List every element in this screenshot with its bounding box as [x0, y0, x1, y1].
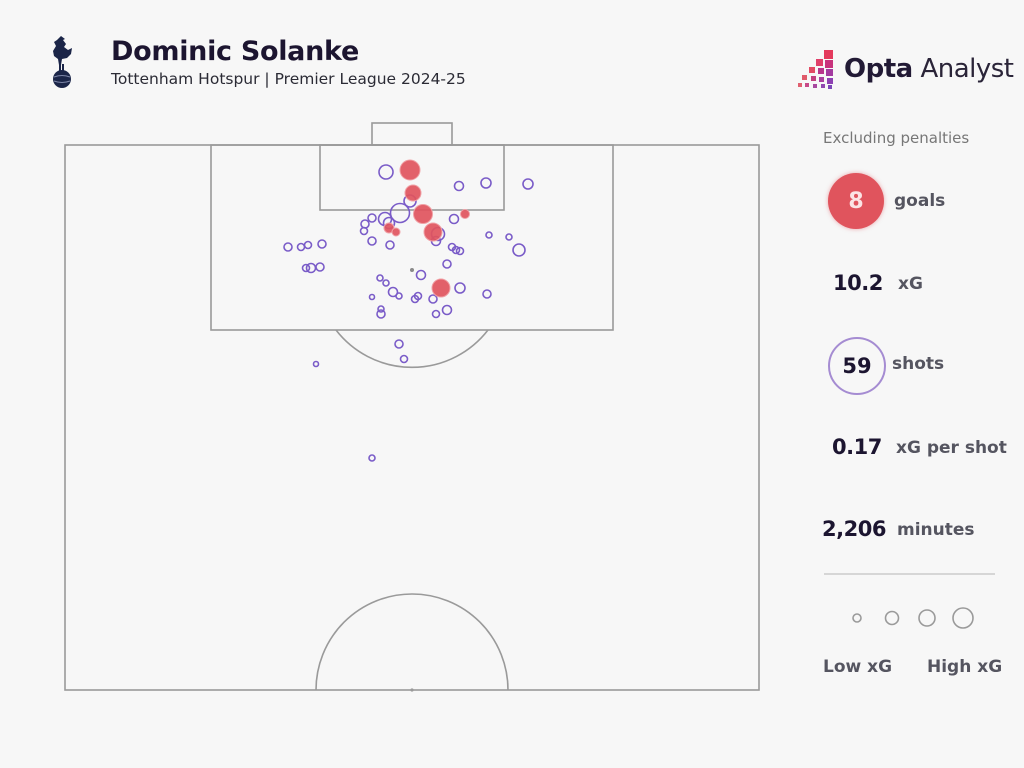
shot-marker	[382, 279, 390, 287]
goals-count-badge: 8	[828, 173, 884, 229]
goal-marker	[431, 278, 451, 298]
goal-marker	[404, 184, 422, 202]
shots-label: shots	[892, 354, 945, 374]
center-circle-half	[315, 593, 509, 691]
shot-marker	[315, 262, 325, 272]
legend-circle-xs-icon	[852, 613, 862, 623]
shot-marker	[296, 242, 306, 252]
shot-marker	[448, 213, 460, 225]
shot-marker	[301, 263, 311, 273]
xg-size-legend	[852, 607, 974, 629]
legend-circle-md-icon	[918, 609, 936, 627]
shot-marker	[522, 178, 534, 190]
brand-name: Opta Analyst	[844, 54, 1014, 84]
shot-marker	[453, 180, 465, 192]
minutes-stat: 2,206 minutes	[800, 516, 1024, 576]
legend-low-xg: Low xG	[823, 657, 893, 677]
shot-marker	[303, 240, 313, 250]
goal-marker	[399, 159, 421, 181]
minutes-value: 2,206	[822, 517, 886, 541]
goal-marker	[413, 204, 433, 224]
xg-per-shot-stat: 0.17 xG per shot	[800, 434, 1024, 494]
shot-marker	[377, 305, 385, 313]
legend-high-xg: High xG	[927, 657, 1003, 677]
shot-marker	[360, 219, 370, 229]
xg-per-shot-value: 0.17	[832, 435, 882, 459]
pitch-outline	[64, 144, 760, 691]
xg-stat: 10.2 xG	[800, 270, 1024, 330]
shot-marker	[312, 360, 320, 368]
shot-marker	[415, 269, 427, 281]
goal-marker	[391, 227, 401, 237]
legend-circle-sm-icon	[884, 610, 900, 626]
panel-divider	[824, 573, 995, 575]
shots-layer	[283, 164, 534, 462]
shot-marker	[431, 309, 441, 319]
shot-marker	[480, 177, 492, 189]
brand-name-bold: Opta	[844, 54, 913, 84]
shots-count-badge: 59	[828, 337, 886, 395]
shot-marker	[482, 289, 492, 299]
shot-marker	[454, 282, 466, 294]
shot-marker	[359, 226, 369, 236]
excluding-penalties-note: Excluding penalties	[823, 129, 970, 147]
shot-marker	[455, 246, 465, 256]
opta-analyst-logo: Opta Analyst	[798, 48, 1014, 90]
shot-marker	[395, 292, 403, 300]
shot-marker	[367, 213, 377, 223]
xg-legend-labels: Low xG High xG	[800, 657, 1024, 681]
six-yard-box	[319, 144, 505, 211]
shot-marker	[368, 293, 376, 301]
goals-stat: 8 goals	[800, 173, 1024, 233]
goal-marker	[460, 209, 470, 219]
stats-panel: Excluding penalties 8 goals 10.2 xG 59 s…	[800, 110, 1024, 768]
goals-label: goals	[894, 191, 946, 211]
minutes-label: minutes	[897, 520, 975, 540]
goal	[371, 122, 453, 146]
center-spot	[410, 688, 414, 692]
shot-marker	[387, 286, 399, 298]
penalty-arc	[335, 329, 489, 369]
shot-marker	[283, 242, 293, 252]
shot-marker	[376, 274, 384, 282]
xg-value: 10.2	[833, 271, 883, 295]
xg-per-shot-label: xG per shot	[896, 438, 1007, 458]
shot-marker	[512, 243, 526, 257]
shot-marker	[305, 262, 317, 274]
xg-label: xG	[898, 274, 923, 294]
chart-subtitle: Tottenham Hotspur | Premier League 2024-…	[111, 70, 466, 88]
shot-marker	[367, 236, 377, 246]
shot-marker	[442, 259, 452, 269]
shot-marker	[368, 454, 376, 462]
header: Dominic Solanke Tottenham Hotspur | Prem…	[0, 0, 1024, 110]
goals-layer	[383, 159, 470, 298]
shot-marker	[394, 339, 404, 349]
opta-logo-mark-icon	[798, 50, 833, 89]
shot-marker	[385, 240, 395, 250]
player-name: Dominic Solanke	[111, 36, 359, 67]
shot-marker	[317, 239, 327, 249]
shot-marker	[413, 291, 423, 301]
shot-marker	[376, 309, 386, 319]
shot-marker	[451, 245, 461, 255]
shot-marker	[378, 164, 394, 180]
shot-marker	[399, 354, 409, 364]
legend-circle-lg-icon	[952, 607, 974, 629]
shot-marker	[505, 233, 513, 241]
shot-map-pitch	[64, 122, 760, 692]
shot-marker	[389, 202, 411, 224]
shot-marker	[441, 304, 453, 316]
shot-marker	[428, 294, 438, 304]
shots-stat: 59 shots	[800, 337, 1024, 397]
brand-name-light: Analyst	[920, 54, 1014, 84]
goal-marker	[423, 222, 443, 242]
minor-shot-marker	[410, 268, 414, 272]
pitch-markings	[64, 122, 760, 691]
shot-marker	[485, 231, 493, 239]
tottenham-cockerel-crest-icon	[53, 36, 72, 88]
